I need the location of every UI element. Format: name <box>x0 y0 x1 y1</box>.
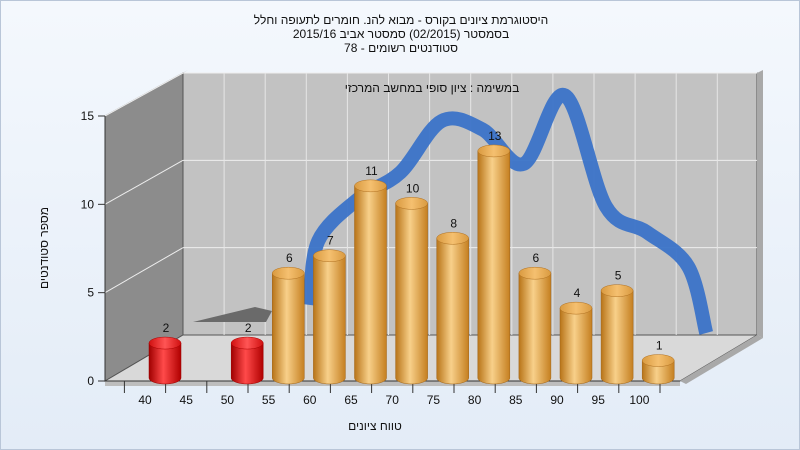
x-tick-label: 55 <box>262 393 276 407</box>
chart-subtitle: במשימה : ציון סופי במחשב המרכזי <box>345 81 520 95</box>
bar-body <box>272 272 305 385</box>
y-tick-label: 0 <box>87 374 94 388</box>
bar-top <box>148 336 182 350</box>
bar-95: 5 <box>600 269 634 385</box>
bar-value-label: 10 <box>406 181 420 195</box>
bar-value-label: 11 <box>365 164 378 178</box>
x-tick-label: 45 <box>180 393 194 407</box>
bar-50: 2 <box>230 321 264 385</box>
chart-title-line-3: סטודנטים רשומים - 78 <box>344 41 458 55</box>
back-wall-right-edge <box>757 70 763 338</box>
bar-top <box>313 249 346 262</box>
bar-body <box>436 238 469 385</box>
bar-body <box>559 307 593 385</box>
side-wall <box>104 72 184 382</box>
y-axis: 0 5 10 15 <box>81 109 106 388</box>
x-tick-label: 60 <box>303 393 317 407</box>
bar-70: 10 <box>395 181 428 385</box>
bar-body <box>230 342 264 385</box>
bar-55: 6 <box>272 251 305 385</box>
bar-80: 13 <box>477 129 511 385</box>
bar-90: 4 <box>559 286 593 385</box>
y-tick-label: 15 <box>81 109 95 123</box>
bar-value-label: 6 <box>533 251 540 265</box>
floor-right-edge <box>680 335 763 384</box>
x-tick-label: 65 <box>344 393 358 407</box>
bar-body <box>477 150 511 385</box>
x-tick-label: 100 <box>629 393 649 407</box>
bar-top <box>518 266 552 280</box>
bar-top <box>641 354 675 367</box>
bar-40: 2 <box>148 321 182 385</box>
x-tick-label: 50 <box>221 393 235 407</box>
gridline-side <box>104 72 184 117</box>
bar-value-label: 13 <box>488 129 502 143</box>
bar-body <box>641 360 675 385</box>
bar-value-label: 4 <box>574 286 581 300</box>
y-axis-title: מספר סטודנטים <box>37 207 51 289</box>
bar-75: 8 <box>436 216 469 385</box>
x-tick-label: 95 <box>592 393 606 407</box>
bar-value-label: 8 <box>450 216 457 230</box>
chart-title-line-2: בסמסטר (02/2015) סמסטר אביב 2015/16 <box>292 27 510 41</box>
bar-body <box>518 272 552 385</box>
y-tick-label: 10 <box>81 197 95 211</box>
bar-100: 1 <box>641 339 675 385</box>
bar-body <box>354 185 387 385</box>
zero-bar-shadow <box>193 307 272 322</box>
bar-top <box>436 232 469 245</box>
bar-top <box>395 197 428 210</box>
bar-value-label: 1 <box>656 339 663 353</box>
gridline-side <box>104 159 184 205</box>
bar-top <box>559 301 593 315</box>
x-tick-label: 75 <box>427 393 441 407</box>
bar-top <box>477 144 511 158</box>
bar-top <box>272 266 305 280</box>
y-tick-label: 5 <box>87 286 94 300</box>
x-tick-label: 80 <box>468 393 482 407</box>
bar-value-label: 2 <box>163 321 170 335</box>
bar-85: 6 <box>518 251 552 385</box>
gridline-side <box>104 247 184 294</box>
bar-value-label: 5 <box>615 269 622 283</box>
x-tick-label: 90 <box>550 393 564 407</box>
x-tick-label: 85 <box>509 393 523 407</box>
bar-value-label: 2 <box>245 321 252 335</box>
bar-body <box>313 255 346 385</box>
bar-top <box>230 336 264 350</box>
bar-65: 11 <box>354 164 387 385</box>
bar-top <box>354 179 387 193</box>
bar-top <box>600 284 634 297</box>
bar-value-label: 6 <box>286 251 293 265</box>
bar-60: 7 <box>313 234 346 385</box>
bar-body <box>600 290 634 385</box>
bar-value-label: 7 <box>327 234 334 248</box>
floor-front-edge <box>105 381 680 386</box>
x-axis-title: טווח ציונים <box>348 419 402 433</box>
chart-title-line-1: היסטוגרמת ציונים בקורס - מבוא להנ. חומרי… <box>253 13 549 27</box>
x-tick-label: 40 <box>138 393 152 407</box>
bar-body <box>148 342 182 385</box>
x-tick-label: 70 <box>386 393 400 407</box>
back-wall <box>182 72 758 336</box>
bars: 2 2 6 7 11 10 8 13 6 4 5 1 <box>148 129 675 385</box>
bar-body <box>395 203 428 385</box>
